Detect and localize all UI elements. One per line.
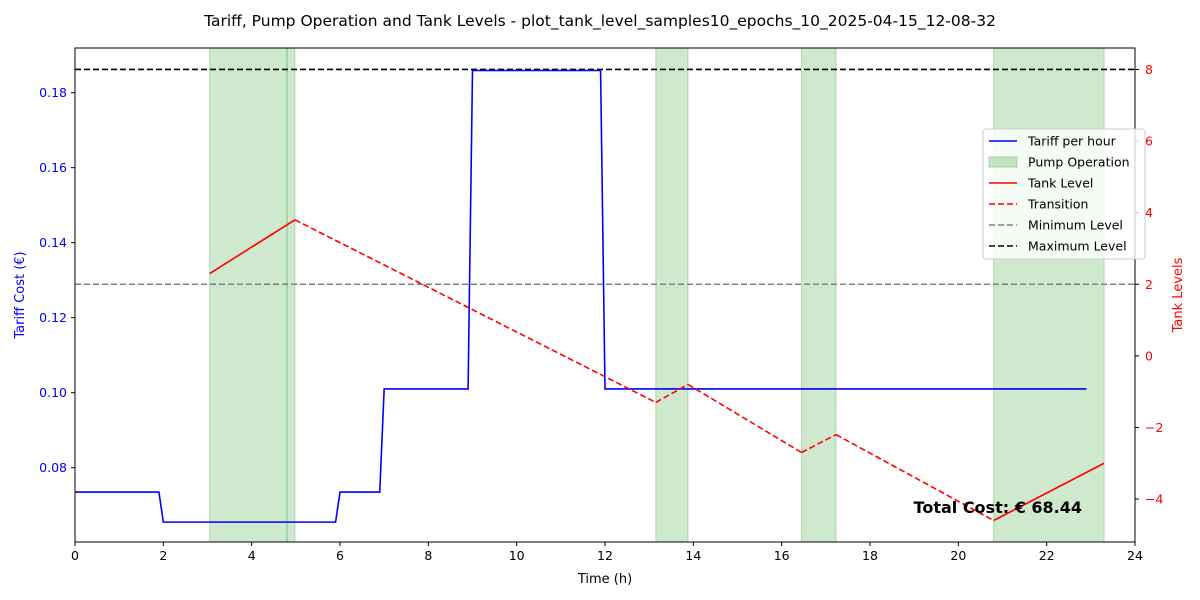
total-cost-annotation: Total Cost: € 68.44 xyxy=(914,498,1082,517)
tank-level-segment-0 xyxy=(209,219,296,275)
right-y-tick-label: 6 xyxy=(1145,134,1153,149)
pump-operation-bands xyxy=(209,47,1105,543)
transition-segment-2 xyxy=(687,383,802,454)
pump-band-1 xyxy=(286,47,296,543)
left-y-tick-label: 0.16 xyxy=(39,160,67,175)
legend-label: Pump Operation xyxy=(1028,155,1130,170)
legend-label: Tariff per hour xyxy=(1027,134,1117,149)
x-tick-label: 18 xyxy=(862,548,878,563)
x-tick-label: 8 xyxy=(424,548,432,563)
x-tick-label: 0 xyxy=(71,548,79,563)
left-y-tick-label: 0.18 xyxy=(39,85,67,100)
x-tick-label: 10 xyxy=(509,548,525,563)
right-y-tick-label: −2 xyxy=(1145,420,1163,435)
transition-segment-4 xyxy=(835,433,995,522)
pump-band-4 xyxy=(993,47,1105,543)
x-axis: 0 2 4 6 8 10 12 14 16 18 20 22 24 xyxy=(71,542,1143,563)
right-y-tick-label: 4 xyxy=(1145,205,1153,220)
transition-segment-1 xyxy=(655,383,689,404)
chart-title: Tariff, Pump Operation and Tank Levels -… xyxy=(203,12,996,31)
legend-swatch xyxy=(988,156,1018,168)
x-tick-label: 22 xyxy=(1039,548,1055,563)
x-tick-label: 6 xyxy=(336,548,344,563)
right-y-tick-label: 0 xyxy=(1145,348,1153,363)
pump-band-2 xyxy=(655,47,689,543)
left-y-axis-label: Tariff Cost (€) xyxy=(13,251,28,339)
legend-label: Transition xyxy=(1027,197,1088,212)
left-y-tick-label: 0.14 xyxy=(39,235,67,250)
legend-label: Minimum Level xyxy=(1028,218,1123,233)
left-y-axis: 0.08 0.10 0.12 0.14 0.16 0.18 xyxy=(39,85,75,475)
x-tick-label: 14 xyxy=(685,548,701,563)
left-y-tick-label: 0.12 xyxy=(39,310,67,325)
x-tick-label: 12 xyxy=(597,548,613,563)
tariff-line xyxy=(75,69,1087,523)
legend-label: Maximum Level xyxy=(1028,239,1127,254)
x-tick-label: 24 xyxy=(1127,548,1143,563)
x-axis-label: Time (h) xyxy=(577,572,632,587)
transition-segment-3 xyxy=(801,433,837,454)
pump-band-3 xyxy=(801,47,837,543)
left-y-tick-label: 0.08 xyxy=(39,460,67,475)
right-y-tick-label: 2 xyxy=(1145,277,1153,292)
tank-level-segment-1 xyxy=(993,462,1105,522)
right-y-tick-label: −4 xyxy=(1145,492,1163,507)
x-tick-label: 2 xyxy=(159,548,167,563)
data-series xyxy=(75,69,1105,523)
level-reference-lines xyxy=(75,68,1135,286)
left-y-tick-label: 0.10 xyxy=(39,385,67,400)
x-tick-label: 20 xyxy=(950,548,966,563)
pump-band-0 xyxy=(209,47,288,543)
x-tick-label: 16 xyxy=(774,548,790,563)
x-tick-label: 4 xyxy=(248,548,256,563)
right-y-tick-label: 8 xyxy=(1145,62,1153,77)
right-y-axis-label: Tank Levels xyxy=(1171,257,1186,333)
legend: Tariff per hour Pump Operation Tank Level T… xyxy=(982,128,1146,260)
transition-segment-0 xyxy=(294,219,657,404)
legend-box xyxy=(982,128,1146,260)
legend-label: Tank Level xyxy=(1027,176,1093,191)
